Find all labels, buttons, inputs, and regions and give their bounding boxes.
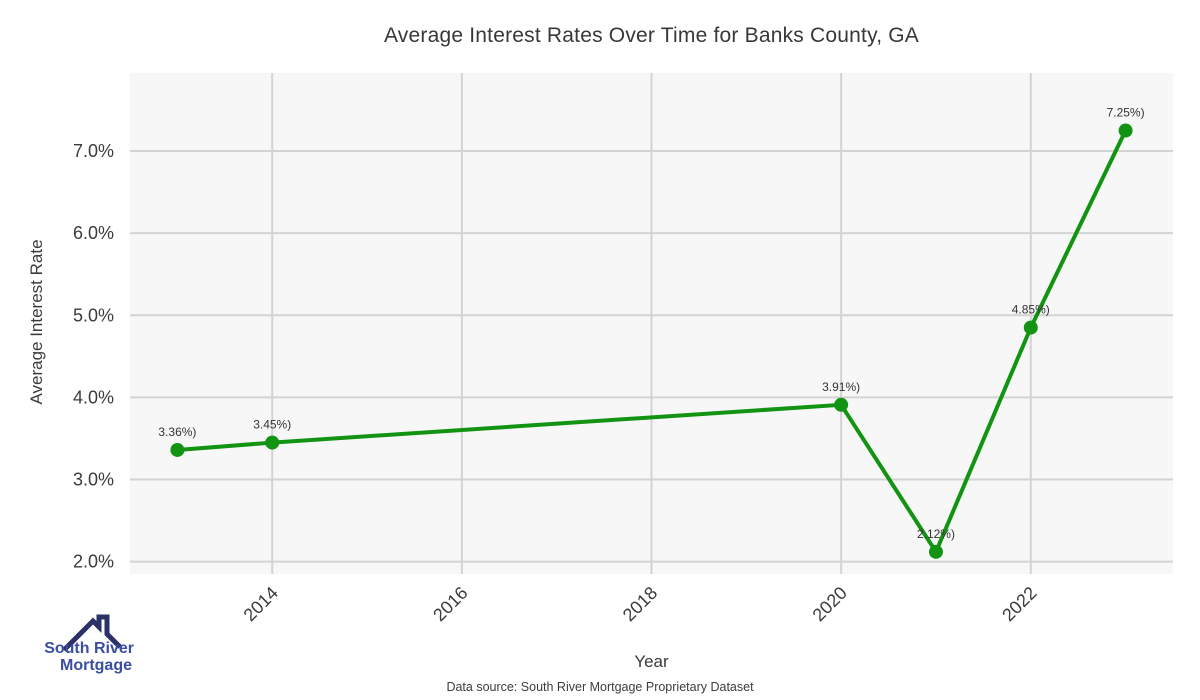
y-tick-label: 2.0% (73, 552, 114, 572)
x-axis-title: Year (634, 652, 669, 671)
data-point-label: 4.85%) (1012, 303, 1050, 317)
x-tick-label: 2022 (998, 583, 1040, 625)
x-tick-label: 2020 (809, 583, 851, 625)
logo-text-line1: South River (44, 640, 134, 657)
y-tick-label: 7.0% (73, 141, 114, 161)
house-roof-icon (62, 614, 122, 652)
data-point-label: 3.36%) (158, 425, 196, 439)
y-tick-label: 3.0% (73, 470, 114, 490)
x-tick-label: 2018 (619, 583, 661, 625)
data-point-label: 7.25%) (1107, 105, 1145, 119)
logo-text-line2: Mortgage (60, 657, 132, 674)
data-point-label: 3.91%) (822, 380, 860, 394)
data-source-note: Data source: South River Mortgage Propri… (446, 680, 754, 694)
data-point (170, 442, 185, 457)
x-tick-label: 2016 (429, 583, 471, 625)
data-point (834, 397, 849, 412)
data-point (1023, 320, 1038, 335)
chart-title: Average Interest Rates Over Time for Ban… (383, 24, 920, 47)
x-tick-label: 2014 (240, 583, 282, 625)
data-point (265, 435, 280, 450)
y-tick-label: 6.0% (73, 223, 114, 243)
trend-line (177, 129, 1128, 554)
y-axis-title: Average Interest Rate (27, 239, 46, 405)
data-point-label: 3.45%) (253, 418, 291, 432)
y-tick-label: 5.0% (73, 305, 114, 325)
y-tick-label: 4.0% (73, 387, 114, 407)
south-river-mortgage-logo: South River Mortgage (18, 608, 138, 686)
data-point (1118, 123, 1133, 138)
data-point-label: 2.12%) (917, 527, 955, 541)
data-point (928, 544, 943, 559)
